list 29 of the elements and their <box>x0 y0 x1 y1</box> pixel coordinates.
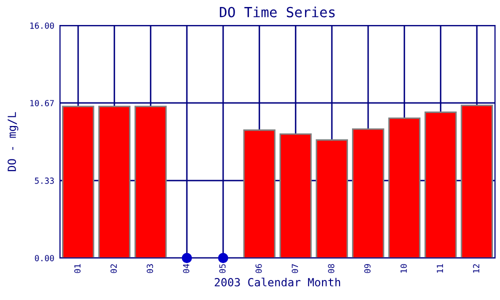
bar <box>424 112 457 258</box>
x-tick-label: 07 <box>292 264 298 274</box>
bar <box>134 106 167 258</box>
bar <box>460 104 493 258</box>
bar <box>98 106 130 258</box>
chart-title: DO Time Series <box>220 6 335 18</box>
x-tick-label: 09 <box>364 264 371 274</box>
x-tick-label: 05 <box>219 264 226 274</box>
y-axis-title: DO - mg/L <box>8 112 18 172</box>
y-tick-label: 0.00 <box>34 255 54 262</box>
x-tick-label: 03 <box>146 264 154 274</box>
x-tick-label: 04 <box>183 264 190 274</box>
bar <box>352 128 384 258</box>
x-tick-label: 01 <box>74 264 81 274</box>
bar <box>316 139 348 258</box>
x-tick-label: 08 <box>328 264 334 274</box>
y-tick-label: 16.00 <box>30 22 54 29</box>
x-tick-label: 10 <box>400 264 407 273</box>
bar <box>388 118 420 258</box>
bar <box>243 129 276 258</box>
y-tick-label: 10.67 <box>30 100 54 106</box>
x-tick-label: 11 <box>436 264 443 273</box>
x-tick-label: 12 <box>473 264 480 273</box>
x-tick-label: 06 <box>256 264 262 274</box>
x-tick-label: 02 <box>110 264 117 274</box>
x-axis-title: 2003 Calendar Month <box>214 278 340 286</box>
bar <box>280 133 312 258</box>
y-tick-label: 5.33 <box>34 178 54 184</box>
bar <box>62 106 94 258</box>
